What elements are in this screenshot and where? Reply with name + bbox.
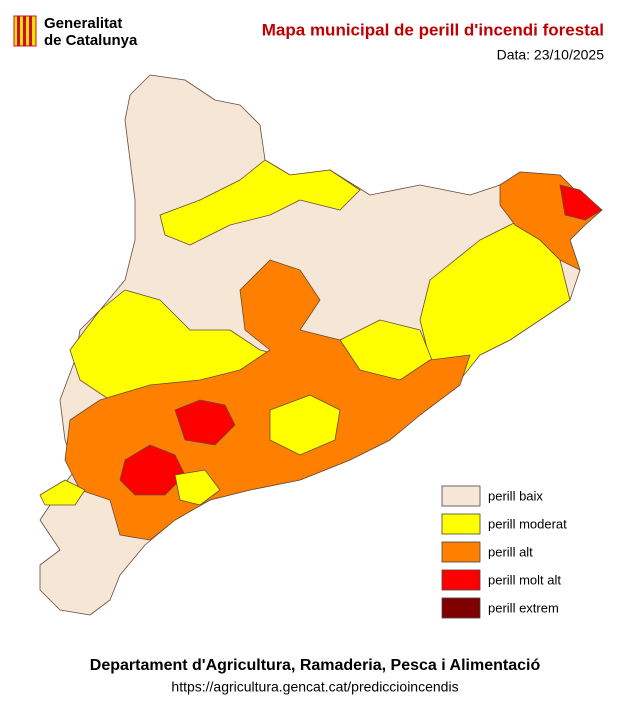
footer-department: Departament d'Agricultura, Ramaderia, Pe… [90,657,541,674]
map-title: Mapa municipal de perill d'incendi fores… [262,20,604,39]
legend-label: perill molt alt [488,572,561,587]
logo-text: Generalitat [44,15,122,32]
legend-label: perill extrem [488,600,559,615]
legend-swatch [441,541,481,563]
legend-label: perill alt [488,544,533,559]
logo-text: de Catalunya [44,32,138,49]
legend-label: perill baix [488,488,543,503]
logo [13,15,37,47]
legend-swatch [441,513,481,535]
map [39,74,603,616]
footer-url: https://agricultura.gencat.cat/prediccio… [171,679,458,695]
legend-swatch [441,485,481,507]
legend-swatch [441,597,481,619]
legend-label: perill moderat [488,516,567,531]
legend: perill baix perill moderat perill alt peril… [441,485,567,619]
map-date: Data: 23/10/2025 [497,47,605,63]
legend-swatch [441,569,481,591]
